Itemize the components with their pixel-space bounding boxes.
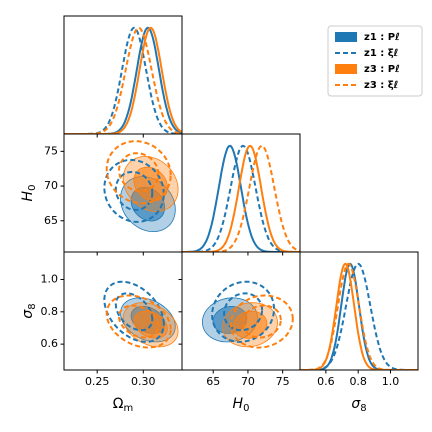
panel bbox=[201, 280, 294, 349]
legend-label: z3 : ξℓ bbox=[364, 80, 399, 91]
contour-dashed bbox=[241, 304, 282, 339]
panel-frame bbox=[299, 251, 419, 371]
contour-dashed bbox=[114, 292, 154, 332]
posterior-1d bbox=[300, 262, 418, 370]
panel bbox=[103, 280, 179, 349]
panel bbox=[103, 140, 179, 232]
contour-dashed bbox=[118, 304, 160, 339]
legend-box bbox=[327, 25, 423, 97]
y-tick-label: 0.8 bbox=[41, 305, 59, 318]
axis-subscript: 0 bbox=[243, 403, 249, 414]
x-tick-label: 0.8 bbox=[349, 375, 367, 388]
posterior-1d bbox=[64, 26, 182, 134]
contour-dashed bbox=[103, 158, 165, 223]
x-tick-label: 1.0 bbox=[382, 375, 400, 388]
posterior-1d bbox=[182, 144, 300, 252]
contour-dashed bbox=[103, 280, 165, 343]
panel-frame bbox=[63, 15, 183, 135]
axis-label: σ8 bbox=[20, 303, 38, 318]
contour-dashed bbox=[223, 292, 264, 332]
posterior-1d bbox=[64, 26, 182, 134]
legend-label: z3 : Pℓ bbox=[364, 64, 400, 75]
x-tick-label: 65 bbox=[206, 375, 220, 388]
y-tick-label: 0.6 bbox=[41, 337, 59, 350]
x-tick-label: 75 bbox=[276, 375, 290, 388]
posterior-1d bbox=[300, 262, 418, 370]
contour-dashed bbox=[105, 140, 172, 205]
panel bbox=[300, 262, 418, 370]
axis-subscript: 0 bbox=[27, 185, 38, 191]
posterior-1d bbox=[182, 144, 300, 252]
contour-dashed bbox=[118, 152, 160, 193]
axis-subscript: 8 bbox=[27, 303, 38, 309]
posterior-1d bbox=[300, 262, 418, 370]
contour-dashed bbox=[105, 294, 172, 349]
axis-label: H0 bbox=[20, 185, 38, 202]
y-tick-label: 1.0 bbox=[41, 272, 59, 285]
y-tick-label: 75 bbox=[44, 144, 58, 157]
legend-patch bbox=[335, 32, 357, 42]
y-tick-label: 65 bbox=[44, 214, 58, 227]
posterior-1d bbox=[300, 262, 418, 370]
panel bbox=[64, 26, 182, 134]
legend-label: z1 : ξℓ bbox=[364, 48, 399, 59]
legend-label: z1 : Pℓ bbox=[364, 32, 400, 43]
panel bbox=[182, 144, 300, 252]
axis-label: H0 bbox=[233, 396, 250, 414]
y-tick-label: 70 bbox=[44, 179, 58, 192]
posterior-1d bbox=[182, 144, 300, 252]
axis-label: σ8 bbox=[351, 396, 366, 414]
x-tick-label: 0.30 bbox=[131, 375, 156, 388]
legend-patch bbox=[335, 64, 357, 74]
axis-symbol: σ bbox=[351, 396, 361, 412]
axis-symbol: H bbox=[233, 396, 244, 412]
axis-symbol: Ω bbox=[113, 396, 124, 412]
axis-symbol: H bbox=[20, 190, 36, 201]
x-tick-label: 0.25 bbox=[85, 375, 110, 388]
x-tick-label: 70 bbox=[241, 375, 255, 388]
x-tick-label: 0.6 bbox=[317, 375, 335, 388]
posterior-1d bbox=[64, 26, 182, 134]
contour-dashed bbox=[114, 170, 154, 211]
axis-subscript: 8 bbox=[360, 403, 366, 414]
posterior-1d bbox=[182, 144, 300, 252]
axis-subscript: m bbox=[123, 403, 133, 414]
contour-dashed bbox=[229, 294, 294, 349]
axis-symbol: σ bbox=[20, 309, 36, 319]
contour-filled bbox=[232, 310, 268, 339]
axis-label: Ωm bbox=[113, 396, 133, 414]
